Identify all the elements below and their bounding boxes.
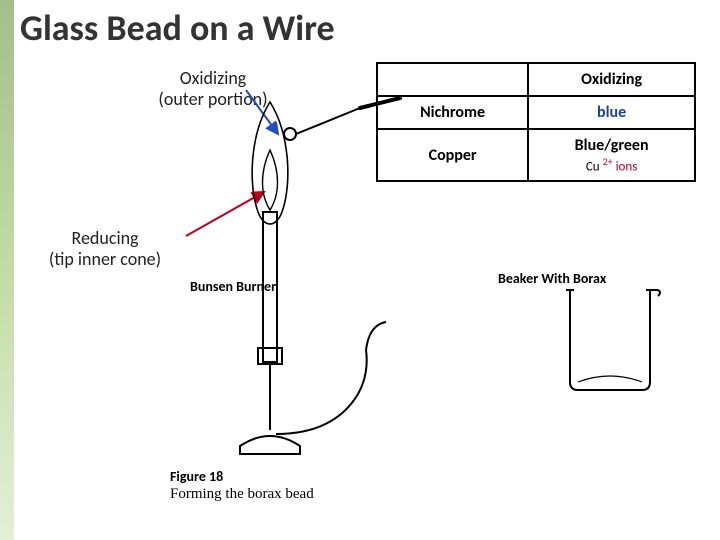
accent-bar	[0, 0, 14, 540]
reducing-label-text: Reducing(tip inner cone)	[49, 227, 161, 270]
flame-outer	[252, 102, 288, 224]
table-row: Copper Blue/green Cu 2+ ions	[377, 129, 695, 181]
slide: Glass Bead on a Wire Oxidizing(outer por…	[0, 0, 720, 540]
burner-base	[240, 436, 300, 454]
cu-ions-note: Cu 2+ ions	[539, 155, 684, 174]
beaker-rim	[566, 290, 660, 296]
figure-number: Figure 18	[170, 468, 223, 485]
table-header-oxidizing: Oxidizing	[528, 63, 695, 96]
gas-hose	[276, 350, 367, 434]
reducing-label: Reducing(tip inner cone)	[20, 228, 190, 269]
borax-surface	[578, 376, 642, 382]
wire-loop	[284, 128, 296, 140]
page-title: Glass Bead on a Wire	[20, 6, 335, 50]
gas-hose-end	[366, 322, 386, 350]
cell-result: Blue/green Cu 2+ ions	[528, 129, 695, 181]
wire-grip	[360, 98, 400, 108]
table-row: Nichrome blue	[377, 96, 695, 129]
beaker-body	[570, 290, 650, 390]
beaker-diagram	[560, 282, 670, 402]
result-text: blue	[597, 103, 626, 122]
flame-inner	[263, 150, 278, 210]
results-table: Oxidizing Nichrome blue Copper Blue/gree…	[376, 62, 696, 182]
result-text: Blue/green	[539, 136, 684, 155]
bunsen-burner-label: Bunsen Burner	[190, 278, 276, 295]
beaker-label: Beaker With Borax	[498, 270, 606, 287]
figure-caption: Forming the borax bead	[170, 486, 314, 503]
table-header-empty	[377, 63, 528, 96]
cell-result: blue	[528, 96, 695, 129]
wire-handle	[296, 108, 360, 134]
